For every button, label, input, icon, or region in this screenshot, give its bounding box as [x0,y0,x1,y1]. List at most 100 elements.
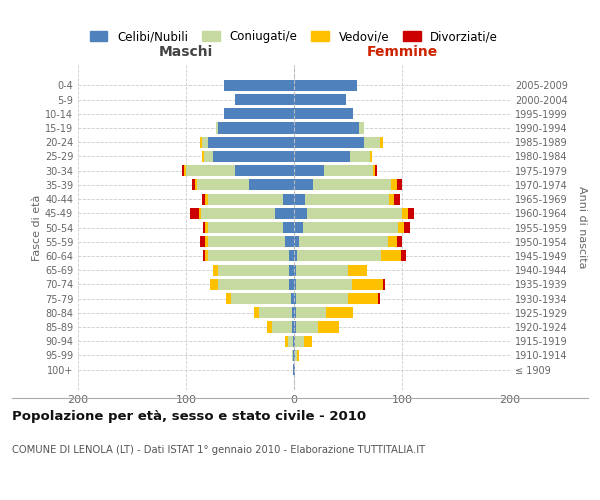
Bar [208,250,289,262]
Bar [294,165,324,176]
Bar [296,293,348,304]
Bar [324,165,373,176]
Bar [289,250,294,262]
Bar [197,180,248,190]
Bar [190,208,199,219]
Bar [224,80,294,91]
Bar [194,180,197,190]
Bar [224,108,294,120]
Bar [202,136,208,147]
Bar [294,136,364,147]
Bar [293,336,294,347]
Bar [294,364,295,375]
Bar [397,180,402,190]
Bar [235,94,294,105]
Bar [397,236,402,248]
Bar [294,264,296,276]
Bar [208,194,283,204]
Bar [373,165,375,176]
Bar [248,180,294,190]
Bar [254,308,259,318]
Bar [213,151,294,162]
Text: Popolazione per età, sesso e stato civile - 2010: Popolazione per età, sesso e stato civil… [12,410,366,423]
Bar [409,208,414,219]
Bar [294,236,299,248]
Bar [201,208,275,219]
Bar [297,350,299,361]
Bar [205,250,208,262]
Bar [292,350,293,361]
Bar [292,322,294,332]
Bar [294,308,296,318]
Bar [203,250,205,262]
Bar [380,136,383,147]
Bar [294,222,302,233]
Bar [294,108,353,120]
Text: Maschi: Maschi [159,44,213,59]
Bar [302,222,398,233]
Y-axis label: Fasce di età: Fasce di età [32,194,42,260]
Bar [208,222,283,233]
Bar [375,165,377,176]
Bar [275,208,294,219]
Bar [294,94,346,105]
Text: Femmine: Femmine [367,44,437,59]
Bar [218,264,289,276]
Bar [294,322,296,332]
Bar [383,279,385,290]
Bar [364,136,380,147]
Bar [295,350,297,361]
Bar [294,151,350,162]
Bar [232,293,291,304]
Bar [193,180,194,190]
Bar [292,308,294,318]
Bar [348,264,367,276]
Bar [286,236,294,248]
Bar [293,364,294,375]
Bar [216,122,218,134]
Bar [291,293,294,304]
Bar [313,180,391,190]
Bar [378,293,380,304]
Bar [199,208,201,219]
Bar [304,336,313,347]
Bar [294,350,295,361]
Bar [391,180,397,190]
Y-axis label: Anni di nascita: Anni di nascita [577,186,587,269]
Bar [359,122,364,134]
Bar [294,80,356,91]
Bar [305,194,389,204]
Bar [259,308,292,318]
Bar [394,194,400,204]
Bar [272,322,292,332]
Bar [287,336,293,347]
Bar [283,194,294,204]
Bar [294,194,305,204]
Bar [294,250,297,262]
Bar [297,250,382,262]
Bar [296,264,348,276]
Bar [203,222,205,233]
Bar [389,194,394,204]
Bar [388,236,397,248]
Bar [205,222,208,233]
Bar [294,279,296,290]
Bar [202,151,205,162]
Bar [294,180,313,190]
Bar [294,122,359,134]
Bar [202,194,205,204]
Bar [294,336,295,347]
Bar [205,236,208,248]
Bar [296,308,326,318]
Bar [205,194,208,204]
Bar [289,264,294,276]
Bar [401,250,406,262]
Bar [326,308,353,318]
Bar [182,165,184,176]
Bar [404,222,410,233]
Bar [208,236,286,248]
Legend: Celibi/Nubili, Coniugati/e, Vedovi/e, Divorziati/e: Celibi/Nubili, Coniugati/e, Vedovi/e, Di… [85,26,503,48]
Bar [307,208,402,219]
Bar [286,336,287,347]
Bar [294,293,296,304]
